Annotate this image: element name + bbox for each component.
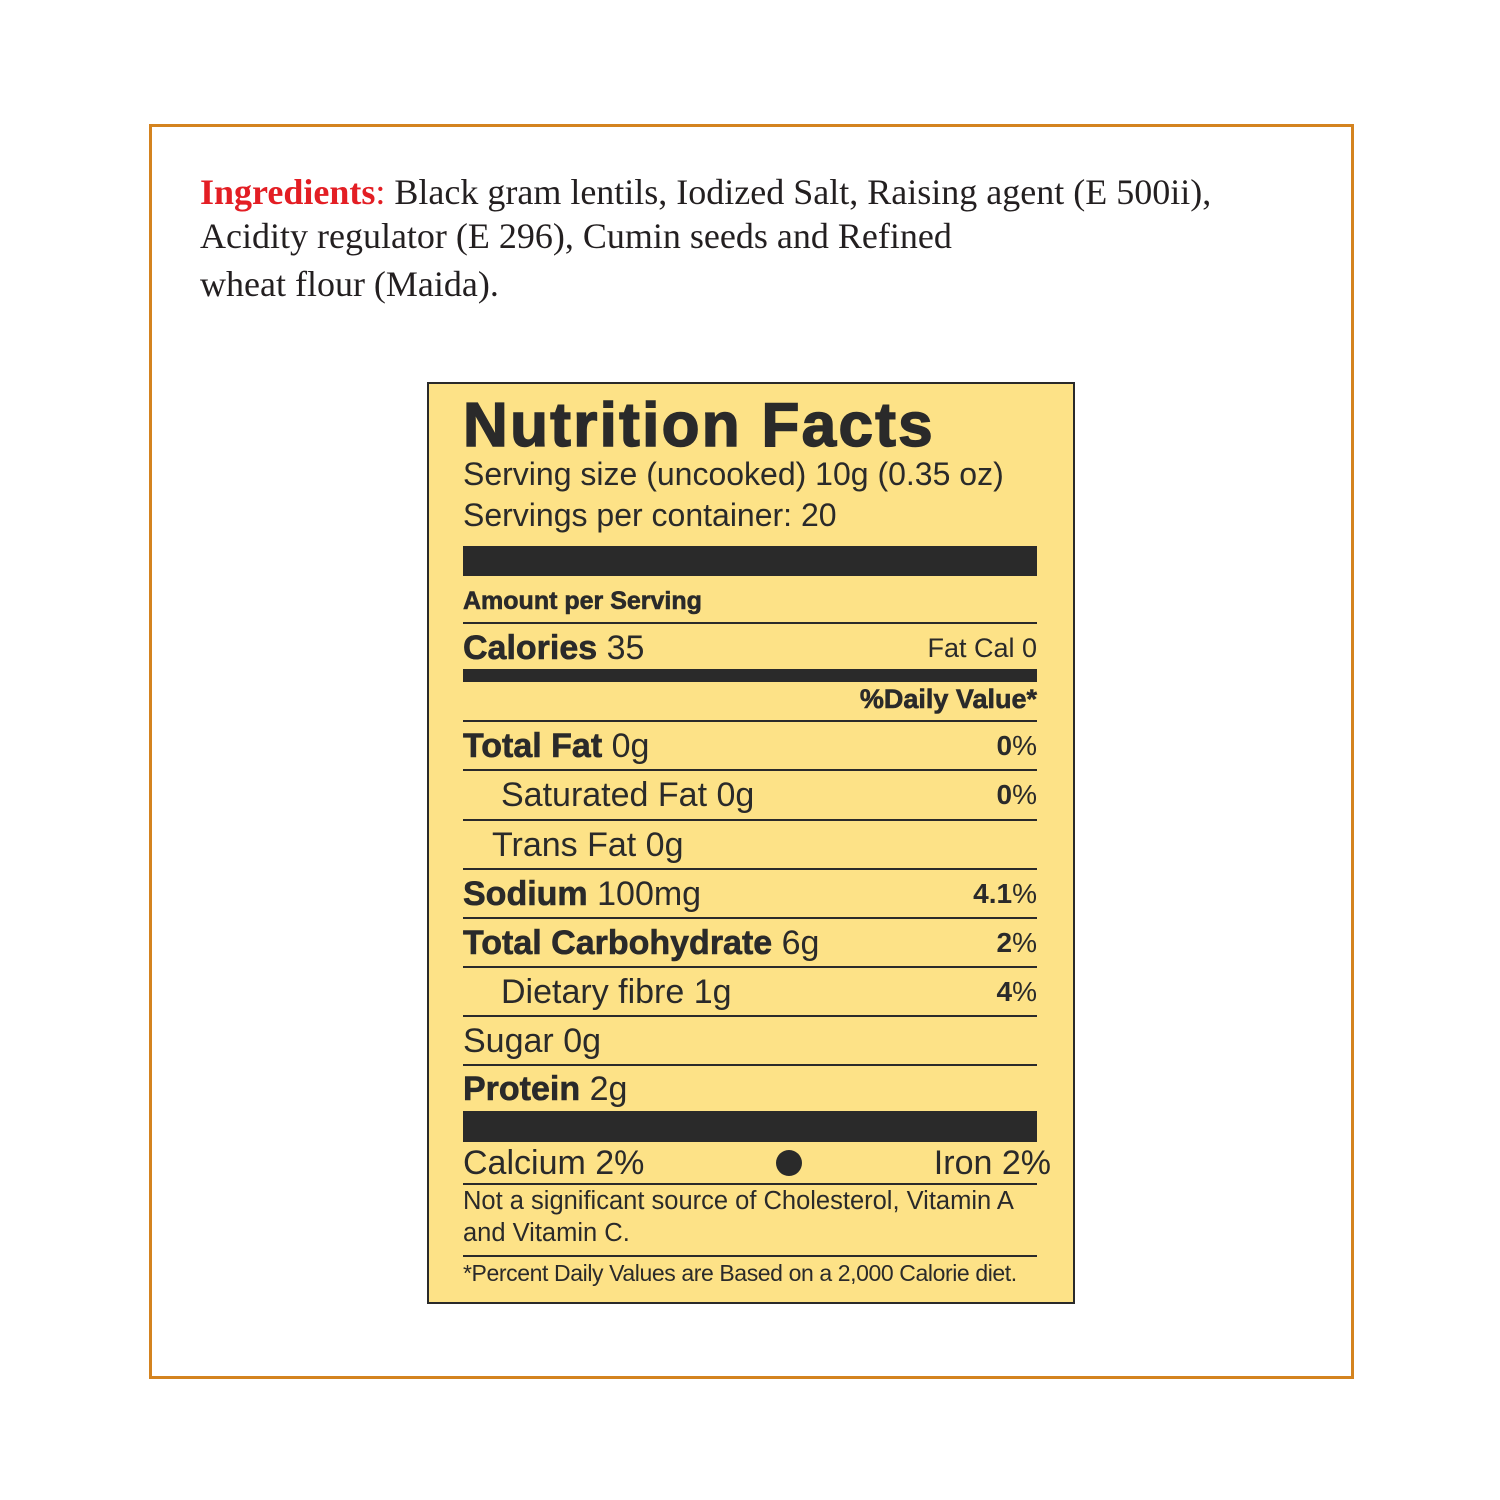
- minerals-row: Calcium 2% Iron 2%: [463, 1142, 1051, 1184]
- nutrition-facts-label: Nutrition Facts Serving size (uncooked) …: [427, 382, 1075, 1304]
- nutrient-row-sodium: Sodium 100mg 4.1%: [463, 874, 1037, 913]
- nutrient-row-total-carbohydrate: Total Carbohydrate 6g 2%: [463, 923, 1037, 962]
- servings-per-container: Servings per container: 20: [463, 497, 837, 533]
- divider: [463, 917, 1037, 919]
- calories-row: Calories 35 Fat Cal 0: [463, 628, 1037, 667]
- nutrient-row-dietary-fibre: Dietary fibre 1g 4%: [501, 972, 1037, 1011]
- ingredients-label: Ingredients: [200, 172, 376, 212]
- divider: [463, 1064, 1037, 1066]
- divider: [463, 868, 1037, 870]
- thick-divider: [463, 1111, 1037, 1142]
- calcium: Calcium 2%: [463, 1143, 645, 1182]
- nutrient-row-trans-fat: Trans Fat 0g: [492, 825, 684, 864]
- nutrient-row-saturated-fat: Saturated Fat 0g 0%: [501, 775, 1037, 814]
- product-info-frame: [149, 124, 1354, 1379]
- divider: [463, 1015, 1037, 1017]
- medium-divider: [463, 669, 1037, 682]
- divider: [463, 1183, 1037, 1185]
- fat-calories: Fat Cal 0: [927, 632, 1037, 663]
- not-significant-note: Not a significant source of Cholesterol,…: [463, 1187, 1013, 1247]
- nutrient-row-protein: Protein 2g: [463, 1069, 628, 1108]
- divider: [463, 819, 1037, 821]
- daily-value-header: %Daily Value*: [859, 684, 1038, 715]
- divider: [463, 720, 1037, 722]
- amount-per-serving: Amount per Serving: [463, 587, 703, 616]
- nutrient-row-total-fat: Total Fat 0g 0%: [463, 726, 1037, 765]
- nutrient-row-sugar: Sugar 0g: [463, 1021, 602, 1060]
- divider: [463, 1255, 1037, 1257]
- thick-divider: [463, 546, 1037, 576]
- iron: Iron 2%: [933, 1143, 1051, 1182]
- ingredients-text: Ingredients: Black gram lentils, Iodized…: [200, 172, 1212, 304]
- bullet-dot-icon: [776, 1150, 803, 1176]
- divider: [463, 966, 1037, 968]
- nutrition-title: Nutrition Facts: [462, 390, 935, 461]
- divider: [463, 769, 1037, 771]
- serving-size: Serving size (uncooked) 10g (0.35 oz): [463, 456, 1004, 492]
- divider: [463, 622, 1037, 624]
- daily-values-footnote: *Percent Daily Values are Based on a 2,0…: [463, 1260, 1017, 1286]
